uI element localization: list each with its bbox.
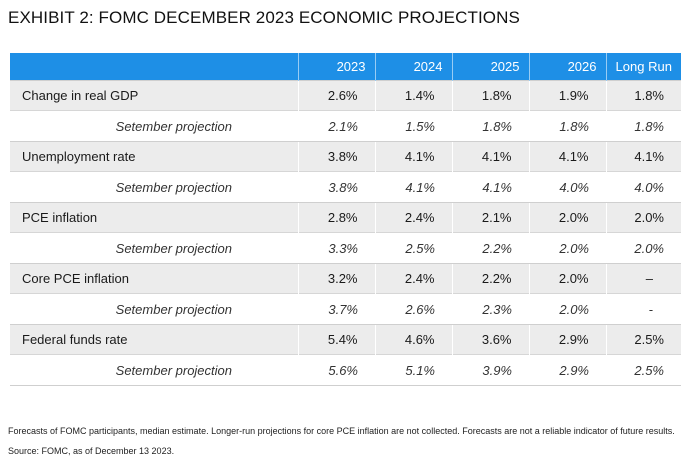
cell-value: 2.5% bbox=[375, 232, 452, 264]
footnote: Forecasts of FOMC participants, median e… bbox=[8, 426, 675, 436]
row-label: PCE inflation bbox=[10, 202, 298, 233]
cell-value: 1.8% bbox=[451, 80, 529, 111]
cell-value: 4.1% bbox=[374, 141, 452, 172]
cell-value: 2.0% bbox=[605, 202, 681, 233]
table-row-fed-funds-september: Setember projection 5.6% 5.1% 3.9% 2.9% … bbox=[10, 354, 681, 386]
cell-value: 2.1% bbox=[451, 202, 529, 233]
row-label: Setember projection bbox=[10, 232, 298, 264]
cell-value: 3.7% bbox=[298, 293, 375, 325]
header-cell-2024: 2024 bbox=[374, 53, 452, 81]
cell-value: 3.8% bbox=[297, 141, 375, 172]
cell-value: 1.4% bbox=[374, 80, 452, 111]
cell-value: 4.1% bbox=[375, 171, 452, 203]
header-cell-blank bbox=[10, 53, 298, 81]
cell-value: 2.3% bbox=[452, 293, 529, 325]
cell-value: 2.8% bbox=[297, 202, 375, 233]
row-label: Setember projection bbox=[10, 171, 298, 203]
cell-value: 5.4% bbox=[297, 324, 375, 355]
cell-value: 2.0% bbox=[529, 232, 606, 264]
cell-value: 3.6% bbox=[451, 324, 529, 355]
cell-value: 2.9% bbox=[528, 324, 606, 355]
cell-value: 2.4% bbox=[374, 263, 452, 294]
row-label: Federal funds rate bbox=[10, 324, 298, 355]
header-cell-2025: 2025 bbox=[451, 53, 529, 81]
cell-value: 1.5% bbox=[375, 110, 452, 142]
table-row-unemployment-september: Setember projection 3.8% 4.1% 4.1% 4.0% … bbox=[10, 171, 681, 203]
table-row-gdp-september: Setember projection 2.1% 1.5% 1.8% 1.8% … bbox=[10, 110, 681, 142]
row-label: Setember projection bbox=[10, 110, 298, 142]
row-label: Setember projection bbox=[10, 293, 298, 325]
cell-value: 2.9% bbox=[529, 354, 606, 386]
cell-value: 2.4% bbox=[374, 202, 452, 233]
cell-value: 2.0% bbox=[606, 232, 681, 264]
cell-value: 2.2% bbox=[452, 232, 529, 264]
cell-value: 2.1% bbox=[298, 110, 375, 142]
table-header-row: 2023 2024 2025 2026 Long Run bbox=[10, 53, 681, 81]
cell-value: 2.6% bbox=[297, 80, 375, 111]
row-label: Change in real GDP bbox=[10, 80, 298, 111]
cell-value: 4.1% bbox=[452, 171, 529, 203]
cell-value: 5.6% bbox=[298, 354, 375, 386]
header-cell-2026: 2026 bbox=[528, 53, 606, 81]
cell-value: 3.9% bbox=[452, 354, 529, 386]
header-cell-2023: 2023 bbox=[297, 53, 375, 81]
cell-value: 3.2% bbox=[297, 263, 375, 294]
cell-value: 2.2% bbox=[451, 263, 529, 294]
cell-value: 4.0% bbox=[606, 171, 681, 203]
cell-value: 2.0% bbox=[528, 202, 606, 233]
table-row-core-pce: Core PCE inflation 3.2% 2.4% 2.2% 2.0% – bbox=[10, 263, 681, 294]
table-row-fed-funds: Federal funds rate 5.4% 4.6% 3.6% 2.9% 2… bbox=[10, 324, 681, 355]
cell-value: 1.9% bbox=[528, 80, 606, 111]
table-row-pce: PCE inflation 2.8% 2.4% 2.1% 2.0% 2.0% bbox=[10, 202, 681, 233]
row-label: Unemployment rate bbox=[10, 141, 298, 172]
cell-value: 4.1% bbox=[605, 141, 681, 172]
projections-table: 2023 2024 2025 2026 Long Run Change in r… bbox=[10, 53, 681, 386]
cell-value: 1.8% bbox=[605, 80, 681, 111]
cell-value: 2.5% bbox=[605, 324, 681, 355]
cell-value: 4.0% bbox=[529, 171, 606, 203]
table-row-core-pce-september: Setember projection 3.7% 2.6% 2.3% 2.0% … bbox=[10, 293, 681, 325]
cell-value: 2.0% bbox=[528, 263, 606, 294]
cell-value: – bbox=[605, 263, 681, 294]
row-label: Core PCE inflation bbox=[10, 263, 298, 294]
cell-value: - bbox=[606, 293, 681, 325]
table-row-pce-september: Setember projection 3.3% 2.5% 2.2% 2.0% … bbox=[10, 232, 681, 264]
cell-value: 3.3% bbox=[298, 232, 375, 264]
table-row-gdp: Change in real GDP 2.6% 1.4% 1.8% 1.9% 1… bbox=[10, 80, 681, 111]
cell-value: 2.6% bbox=[375, 293, 452, 325]
header-cell-long-run: Long Run bbox=[605, 53, 681, 81]
cell-value: 1.8% bbox=[452, 110, 529, 142]
cell-value: 5.1% bbox=[375, 354, 452, 386]
cell-value: 2.0% bbox=[529, 293, 606, 325]
row-label: Setember projection bbox=[10, 354, 298, 386]
cell-value: 3.8% bbox=[298, 171, 375, 203]
cell-value: 1.8% bbox=[529, 110, 606, 142]
source-note: Source: FOMC, as of December 13 2023. bbox=[8, 446, 175, 456]
table-row-unemployment: Unemployment rate 3.8% 4.1% 4.1% 4.1% 4.… bbox=[10, 141, 681, 172]
cell-value: 4.6% bbox=[374, 324, 452, 355]
exhibit-title: EXHIBIT 2: FOMC DECEMBER 2023 ECONOMIC P… bbox=[8, 8, 520, 27]
cell-value: 4.1% bbox=[451, 141, 529, 172]
cell-value: 1.8% bbox=[606, 110, 681, 142]
cell-value: 4.1% bbox=[528, 141, 606, 172]
cell-value: 2.5% bbox=[606, 354, 681, 386]
